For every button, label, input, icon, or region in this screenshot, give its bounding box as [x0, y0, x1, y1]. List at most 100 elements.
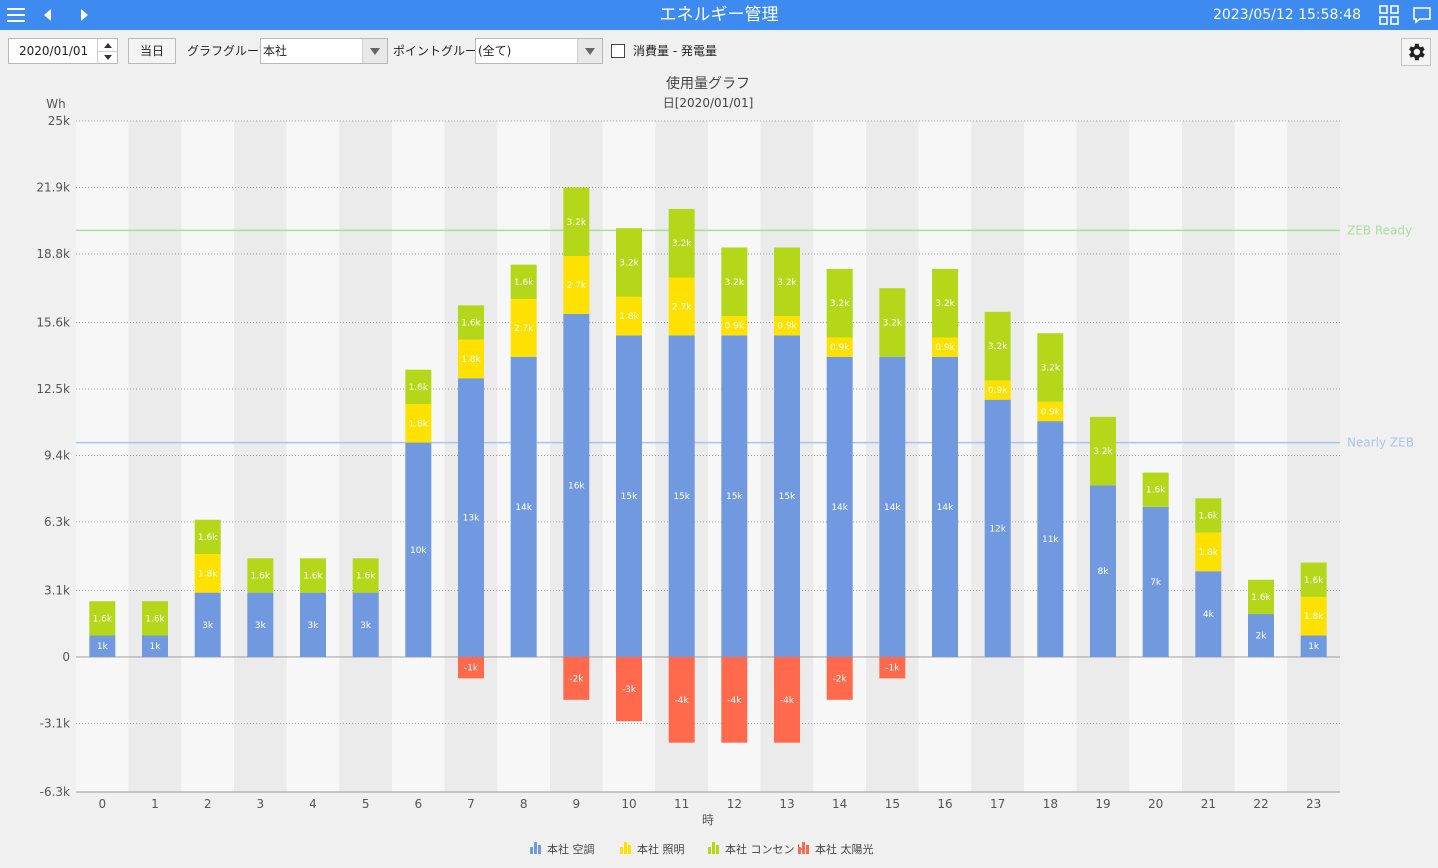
legend-swatch [530, 847, 533, 854]
bar-value-label: 3.2k [619, 258, 639, 268]
point-group-select[interactable]: (全て) [475, 38, 603, 64]
date-increment-button[interactable] [97, 39, 118, 52]
message-icon[interactable] [1410, 0, 1434, 30]
grid-view-icon[interactable] [1376, 0, 1402, 30]
bar-value-label: 15k [726, 492, 743, 502]
x-tick-label: 4 [309, 797, 317, 811]
bar-segment [879, 356, 906, 657]
x-tick-label: 13 [779, 797, 794, 811]
legend-swatch [802, 842, 805, 854]
x-tick-label: 21 [1201, 797, 1216, 811]
bar-segment [774, 316, 800, 336]
bar-segment [300, 592, 326, 657]
legend-item[interactable]: 本社 照明 [620, 842, 685, 856]
y-tick-label: 9.4k [44, 448, 70, 462]
bar-value-label: 2k [1256, 632, 1268, 642]
bar-value-label: 11k [1042, 535, 1059, 545]
today-button[interactable]: 当日 [128, 38, 176, 64]
x-tick-label: 22 [1253, 797, 1268, 811]
bar-value-label: 1.6k [1146, 486, 1166, 496]
bar-value-label: 0.9k [935, 343, 955, 353]
consumption-minus-generation-label: 消費量 - 発電量 [633, 44, 717, 58]
bar-segment [774, 656, 800, 743]
column-band [286, 121, 340, 792]
title-bar: エネルギー管理 2023/05/12 15:58:48 [0, 0, 1438, 30]
bar-value-label: 0.9k [988, 386, 1008, 396]
legend-item[interactable]: 本社 コンセント [708, 842, 806, 856]
x-tick-label: 23 [1306, 797, 1321, 811]
bar-segment [668, 208, 695, 278]
bar-value-label: 3k [202, 621, 214, 631]
bar-value-label: 1.8k [198, 569, 218, 579]
bar-value-label: 0.9k [725, 322, 745, 332]
bar-value-label: 3.2k [1041, 364, 1061, 374]
bar-value-label: 13k [463, 514, 480, 524]
bar-segment [1300, 562, 1327, 597]
bar-value-label: 1.6k [1304, 576, 1324, 586]
settings-button[interactable] [1401, 38, 1431, 66]
bar-value-label: 7k [1150, 578, 1162, 588]
bar-value-label: 1.8k [461, 355, 481, 365]
bar-value-label: -1k [885, 664, 900, 674]
bar-segment [932, 268, 958, 338]
x-tick-label: 8 [520, 797, 528, 811]
x-tick-label: 15 [885, 797, 900, 811]
bar-segment [826, 268, 853, 338]
bar-segment [1142, 506, 1169, 657]
bar-value-label: 1.6k [409, 383, 429, 393]
column-band [128, 121, 182, 792]
bar-segment [405, 403, 432, 443]
bar-segment [1300, 635, 1327, 657]
reference-line-label: ZEB Ready [1347, 223, 1412, 237]
bar-segment [826, 656, 853, 700]
bar-value-label: 3k [308, 621, 320, 631]
bar-value-label: -4k [675, 696, 690, 706]
bar-segment [616, 296, 642, 336]
y-tick-label: -3.1k [40, 716, 70, 730]
column-band [1182, 121, 1235, 792]
bar-segment [405, 442, 432, 657]
bar-value-label: 3.2k [830, 299, 850, 309]
bar-segment [826, 356, 853, 657]
y-tick-label: 6.3k [44, 515, 70, 529]
date-input[interactable] [9, 39, 97, 63]
y-tick-label: 3.1k [44, 583, 70, 597]
bar-value-label: -4k [780, 696, 795, 706]
y-tick-label: 21.9k [36, 180, 70, 194]
bar-value-label: 1.6k [461, 319, 481, 329]
bar-segment [405, 369, 432, 404]
bar-value-label: 1.8k [409, 419, 429, 429]
bar-value-label: 14k [831, 503, 848, 513]
bar-segment [774, 247, 800, 317]
bar-value-label: 2.7k [672, 302, 692, 312]
menu-icon[interactable] [4, 0, 28, 30]
y-tick-label: 12.5k [36, 382, 70, 396]
graph-group-select[interactable]: 本社 [260, 38, 388, 64]
bar-segment [247, 592, 274, 657]
gear-icon [1409, 43, 1425, 61]
legend-label: 本社 照明 [637, 842, 685, 856]
usage-chart: ZEB Ready Nearly ZEB 1k 1.6k 1k 1.6k 3k 1.8k 1.… [36, 75, 1414, 856]
legend-item[interactable]: 本社 太陽光 [798, 842, 874, 856]
x-tick-label: 9 [573, 797, 581, 811]
column-band [76, 121, 129, 792]
bar-segment [563, 256, 590, 314]
date-decrement-button[interactable] [97, 51, 118, 63]
bar-segment [932, 356, 958, 657]
x-tick-label: 5 [362, 797, 370, 811]
bar-segment [721, 316, 748, 336]
y-tick-label: 0 [62, 650, 70, 664]
x-tick-label: 7 [467, 797, 475, 811]
graph-group-value: 本社 [263, 44, 288, 58]
bar-value-label: 3k [255, 621, 267, 631]
forward-arrow-icon[interactable] [74, 0, 94, 30]
current-datetime: 2023/05/12 15:58:48 [1212, 7, 1361, 23]
consumption-minus-generation-checkbox[interactable] [611, 44, 625, 58]
bar-segment [1142, 472, 1169, 507]
legend-item[interactable]: 本社 空調 [530, 842, 595, 856]
bar-segment [89, 635, 116, 657]
point-group-value: (全て) [478, 44, 512, 58]
back-arrow-icon[interactable] [38, 0, 58, 30]
bar-value-label: 1k [150, 642, 162, 652]
bar-value-label: 3.2k [672, 239, 692, 249]
